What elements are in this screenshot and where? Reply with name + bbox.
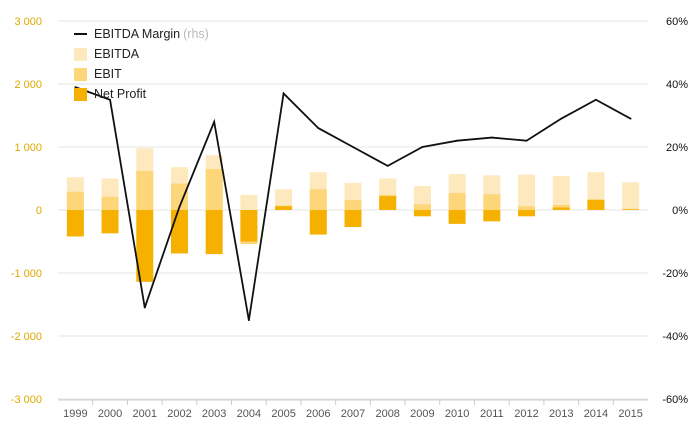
bar-ebit — [66, 191, 84, 210]
bar-ebitda — [622, 182, 640, 210]
right-tick-label: -20% — [662, 268, 688, 280]
bar-ebitda — [518, 174, 536, 210]
bar-net-profit — [587, 199, 605, 210]
ebitda-margin-point — [352, 146, 354, 148]
bar-net-profit — [275, 206, 293, 210]
bar-ebitda — [275, 189, 293, 210]
x-tick-label: 2004 — [237, 408, 261, 420]
bar-net-profit — [344, 210, 362, 228]
bar-net-profit — [552, 207, 570, 210]
left-tick-label: 2 000 — [14, 79, 42, 91]
bar-ebit — [483, 194, 501, 210]
legend-item-net-profit: Net Profit — [74, 84, 209, 104]
x-tick-label: 2011 — [480, 408, 504, 420]
ebitda-margin-point — [525, 139, 528, 142]
bar-net-profit — [379, 196, 397, 210]
legend-label-margin: EBITDA Margin — [94, 27, 181, 41]
left-tick-label: 3 000 — [14, 16, 42, 28]
x-tick-label: 2010 — [445, 408, 469, 420]
x-tick-label: 2000 — [98, 408, 122, 420]
bar-net-profit — [622, 209, 640, 210]
x-tick-label: 2006 — [306, 408, 330, 420]
right-tick-label: -60% — [662, 394, 688, 406]
x-tick-label: 2005 — [271, 408, 295, 420]
legend-swatch-margin — [74, 33, 87, 35]
bar-net-profit — [101, 210, 119, 234]
x-tick-label: 2002 — [167, 408, 191, 420]
ebitda-margin-point — [421, 146, 424, 148]
axes: 3 000 2 000 1 000 0 -1 000 -2 000 -3 000 60% 40%… — [11, 16, 688, 420]
left-tick-label: -1 000 — [11, 268, 42, 280]
bars — [66, 148, 640, 282]
bar-net-profit — [448, 210, 466, 224]
ebitda-margin-point — [213, 120, 216, 123]
ebitda-margin-point — [317, 127, 320, 129]
bar-ebit — [101, 196, 119, 210]
right-tick-label: 40% — [666, 79, 688, 91]
right-tick-label: -40% — [662, 331, 688, 343]
ebitda-margin-point — [143, 306, 146, 309]
bar-net-profit — [66, 210, 84, 237]
x-tick-label: 2001 — [133, 408, 157, 420]
right-tick-label: 20% — [666, 142, 688, 154]
bar-net-profit — [240, 210, 258, 242]
left-tick-label: -2 000 — [11, 331, 42, 343]
ebitda-margin-point — [247, 319, 250, 322]
bar-net-profit — [170, 210, 188, 254]
bar-net-profit — [483, 210, 501, 222]
bar-net-profit — [136, 210, 154, 282]
legend-label-ebitda: EBITDA — [94, 47, 140, 61]
bar-ebit — [136, 170, 154, 210]
left-tick-label: -3 000 — [11, 394, 42, 406]
x-tick-label: 2009 — [410, 408, 434, 420]
legend-item-ebitda: EBITDA — [74, 44, 209, 64]
bar-ebit — [518, 206, 536, 210]
ebitda-margin-point — [456, 139, 459, 142]
x-tick-label: 2013 — [549, 408, 573, 420]
bar-net-profit — [309, 210, 327, 235]
legend-swatch-net-profit — [74, 87, 87, 101]
bar-net-profit — [205, 210, 223, 255]
bar-ebitda — [413, 186, 431, 210]
legend-label-rhs: (rhs) — [183, 27, 209, 41]
legend-swatch-ebitda — [74, 47, 87, 61]
legend-swatch-ebit — [74, 67, 87, 81]
bar-net-profit — [413, 210, 431, 217]
x-tick-label: 2007 — [341, 408, 365, 420]
legend-item-ebitda-margin: EBITDA Margin (rhs) — [74, 24, 209, 44]
ebitda-margin-point — [490, 136, 493, 139]
ebitda-margin-point — [109, 98, 111, 101]
x-tick-label: 2014 — [584, 408, 608, 420]
margin-line-layer — [74, 86, 632, 322]
bar-ebit — [413, 204, 431, 210]
bar-net-profit — [518, 210, 536, 217]
ebitda-margin-point — [595, 98, 597, 101]
right-tick-label: 60% — [666, 16, 688, 28]
x-tick-label: 1999 — [63, 408, 87, 420]
x-tick-label: 2008 — [375, 408, 399, 420]
x-tick-label: 2012 — [514, 408, 538, 420]
bar-ebit — [309, 189, 327, 210]
x-tick-label: 2003 — [202, 408, 226, 420]
left-tick-label: 1 000 — [14, 142, 42, 154]
bar-ebit — [448, 192, 466, 210]
ebitda-margin-point — [282, 92, 285, 95]
bar-ebitda — [552, 175, 570, 210]
ebitda-margin-point — [629, 117, 632, 120]
x-tick-label: 2015 — [618, 408, 642, 420]
legend-label-net-profit: Net Profit — [94, 87, 147, 101]
legend-item-ebit: EBIT — [74, 64, 209, 84]
legend: EBITDA Margin (rhs) EBITDA EBIT Net Prof… — [74, 24, 209, 104]
ebitda-margin-point — [560, 117, 563, 120]
bar-ebit — [344, 199, 362, 210]
bar-ebit — [205, 169, 223, 210]
left-tick-label: 0 — [36, 205, 42, 217]
bar-ebitda — [240, 194, 258, 210]
ebitda-margin-point — [386, 165, 389, 167]
right-tick-label: 0% — [672, 205, 688, 217]
ebitda-margin-point — [178, 205, 181, 208]
bar-ebit — [170, 183, 188, 210]
legend-label-ebit: EBIT — [94, 67, 122, 81]
